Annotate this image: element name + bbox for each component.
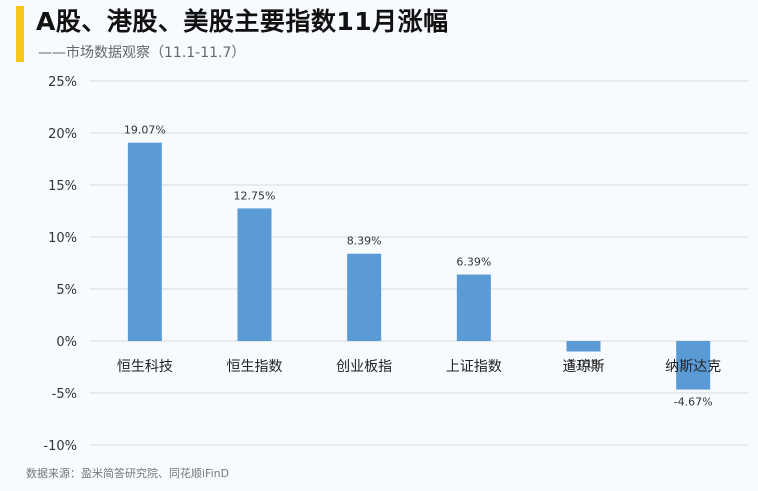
y-tick-label: 5% bbox=[56, 283, 77, 298]
data-label: -4.67% bbox=[674, 396, 713, 409]
y-tick-label: -10% bbox=[43, 439, 77, 454]
y-tick-label: 0% bbox=[56, 335, 77, 350]
category-label: 创业板指 bbox=[336, 359, 392, 375]
data-label: 8.39% bbox=[347, 235, 382, 248]
y-tick-label: 25% bbox=[48, 75, 77, 90]
data-label: 12.75% bbox=[234, 189, 276, 202]
category-label: 上证指数 bbox=[446, 359, 502, 375]
bar bbox=[347, 253, 382, 341]
chart-subtitle: ——市场数据观察（11.1-11.7） bbox=[38, 45, 246, 61]
title-accent-bar bbox=[16, 6, 24, 62]
data-label: 19.07% bbox=[124, 124, 166, 137]
data-source-note: 数据来源：盈米简答研究院、同花顺iFinD bbox=[26, 467, 230, 480]
y-tick-label: 15% bbox=[48, 179, 77, 194]
bar bbox=[456, 274, 491, 341]
data-label: 6.39% bbox=[456, 256, 491, 269]
data-label: -1.01% bbox=[564, 358, 603, 371]
bar bbox=[566, 341, 601, 352]
bar bbox=[237, 208, 272, 341]
y-tick-label: 20% bbox=[48, 127, 77, 142]
chart-title: A股、港股、美股主要指数11月涨幅 bbox=[36, 7, 449, 36]
category-label: 恒生指数 bbox=[227, 359, 283, 375]
bar bbox=[127, 142, 162, 341]
category-label: 恒生科技 bbox=[117, 359, 173, 375]
category-label: 纳斯达克 bbox=[665, 359, 721, 375]
y-tick-label: 10% bbox=[48, 231, 77, 246]
category-label: 道琼斯 bbox=[563, 359, 605, 375]
bar bbox=[676, 341, 711, 390]
y-tick-label: -5% bbox=[52, 387, 77, 402]
